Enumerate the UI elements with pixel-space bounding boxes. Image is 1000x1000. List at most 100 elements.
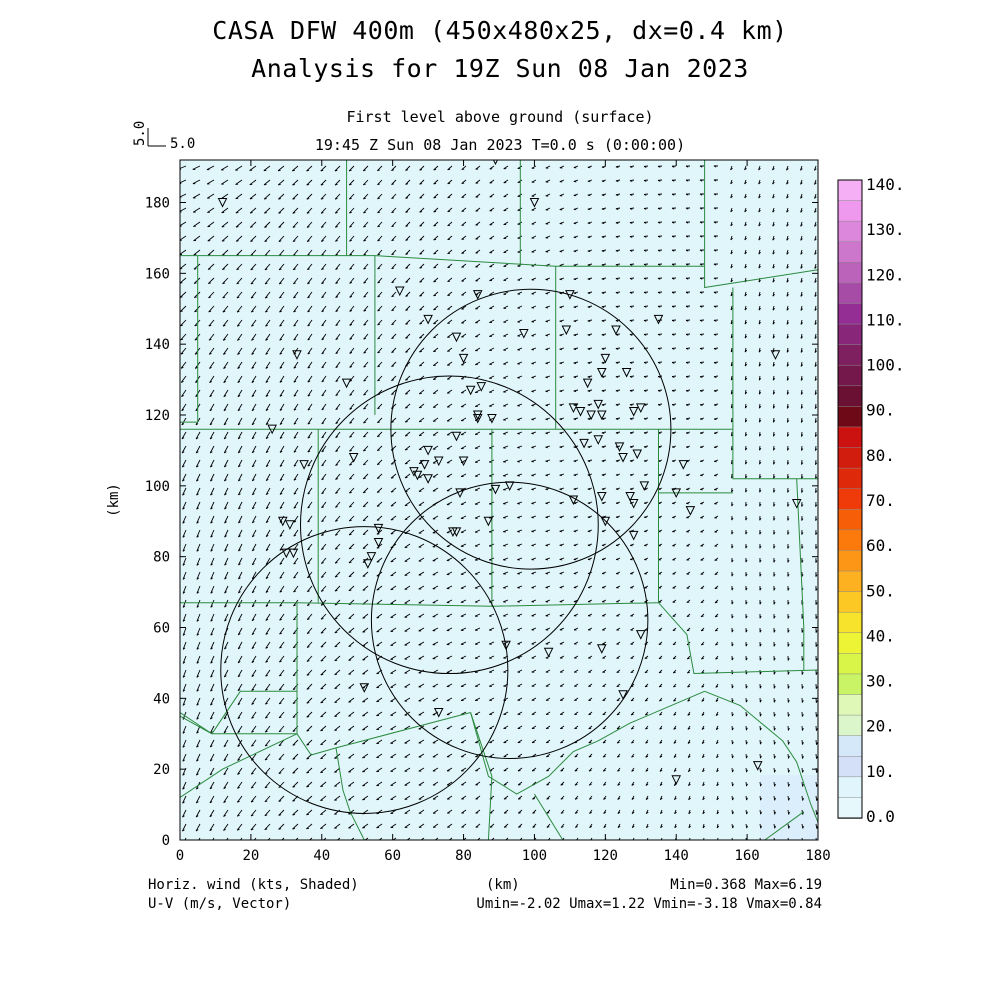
station-marker xyxy=(412,470,423,481)
colorbar-label: 10. xyxy=(866,762,895,781)
station-marker xyxy=(752,761,763,771)
station-marker xyxy=(582,378,593,389)
colorbar-swatch xyxy=(837,653,863,675)
colorbar-label: 70. xyxy=(866,491,895,510)
x-tick-label: 180 xyxy=(805,848,830,864)
level-label: First level above ground (surface) xyxy=(346,108,654,126)
y-tick-label: 140 xyxy=(145,337,170,353)
valid-time-label: 19:45 Z Sun 08 Jan 2023 T=0.0 s (0:00:00… xyxy=(314,136,686,154)
station-marker xyxy=(565,290,575,300)
colorbar-swatch xyxy=(837,282,863,305)
station-marker xyxy=(678,460,689,470)
station-marker xyxy=(490,484,501,495)
colorbar-label: 100. xyxy=(866,356,905,375)
station-marker xyxy=(277,516,288,527)
station-marker xyxy=(791,499,802,509)
y-tick-label: 120 xyxy=(145,408,170,424)
station-marker xyxy=(451,431,462,442)
colorbar-swatch xyxy=(837,220,863,243)
colorbar-swatch xyxy=(837,200,863,223)
station-marker xyxy=(419,460,430,470)
colorbar-swatch xyxy=(837,797,863,819)
colorbar-swatch xyxy=(837,632,863,655)
colorbar-swatch xyxy=(837,426,863,449)
station-marker xyxy=(458,353,469,364)
colorbar-swatch xyxy=(837,570,863,593)
station-marker xyxy=(455,488,465,499)
station-marker xyxy=(504,481,515,491)
station-marker xyxy=(483,516,494,527)
station-marker xyxy=(618,453,628,463)
station-marker xyxy=(281,548,292,559)
colorbar-label: 50. xyxy=(866,581,895,600)
station-marker xyxy=(348,453,359,463)
station-marker xyxy=(635,403,646,414)
x-tick-label: 20 xyxy=(242,848,259,864)
y-tick-label: 80 xyxy=(153,550,170,566)
station-marker xyxy=(671,488,682,499)
station-marker xyxy=(341,378,352,389)
station-marker xyxy=(596,368,607,378)
station-marker xyxy=(621,368,632,378)
station-marker xyxy=(596,491,607,502)
colorbar-label: 80. xyxy=(866,446,895,465)
colorbar-swatch xyxy=(837,262,863,284)
colorbar-swatch xyxy=(837,179,863,202)
colorbar-swatch xyxy=(837,714,863,737)
colorbar-label: 60. xyxy=(866,536,895,555)
colorbar-label: 140. xyxy=(866,175,905,194)
x-tick-label: 120 xyxy=(593,848,618,864)
station-marker xyxy=(568,403,579,414)
radar-ring xyxy=(390,288,672,570)
station-marker xyxy=(639,481,650,491)
colorbar-swatch xyxy=(837,241,863,264)
station-marker xyxy=(596,644,607,654)
colorbar-swatch xyxy=(837,303,863,325)
station-marker xyxy=(579,438,589,449)
station-marker xyxy=(423,314,433,325)
colorbar-swatch xyxy=(837,776,863,799)
x-tick-label: 40 xyxy=(313,848,330,864)
plot-frame xyxy=(179,159,819,841)
station-marker xyxy=(423,474,433,484)
y-tick-label: 40 xyxy=(153,691,170,707)
station-marker xyxy=(628,530,639,541)
y-tick-label: 20 xyxy=(153,762,170,778)
station-marker xyxy=(487,414,497,424)
colorbar-label: 110. xyxy=(866,310,905,329)
x-tick-label: 80 xyxy=(455,848,472,864)
station-marker xyxy=(628,499,639,509)
station-marker xyxy=(618,690,628,700)
station-marker xyxy=(292,350,302,360)
station-marker xyxy=(529,198,540,208)
x-axis-label: (km) xyxy=(486,877,520,893)
title-line-1: CASA DFW 400m (450x480x25, dx=0.4 km) xyxy=(212,16,788,45)
station-marker xyxy=(596,410,607,421)
x-tick-label: 60 xyxy=(384,848,401,864)
colorbar-swatch xyxy=(837,694,863,716)
colorbar-label: 90. xyxy=(866,401,895,420)
station-marker xyxy=(635,630,646,640)
radar-ring xyxy=(300,375,599,675)
station-marker xyxy=(366,552,377,562)
colorbar-label: 130. xyxy=(866,220,905,239)
station-marker xyxy=(472,290,483,300)
colorbar-label: 30. xyxy=(866,672,895,691)
station-marker xyxy=(465,385,476,396)
colorbar-swatch xyxy=(837,611,863,634)
station-marker xyxy=(671,775,682,785)
colorbar-swatch xyxy=(837,385,863,408)
colorbar-label: 20. xyxy=(866,717,895,736)
ref-vector-vertical-label: 5.0 xyxy=(132,121,148,146)
colorbar-swatch xyxy=(837,323,863,346)
colorbar-swatch xyxy=(837,344,863,367)
footer-uv-range: Umin=-2.02 Umax=1.22 Vmin=-3.18 Vmax=0.8… xyxy=(476,896,822,912)
station-marker xyxy=(288,548,299,559)
colorbar-swatch xyxy=(837,447,863,469)
station-marker xyxy=(575,406,586,417)
x-tick-label: 0 xyxy=(176,848,184,864)
radar-ring xyxy=(220,526,509,814)
station-marker xyxy=(359,683,370,693)
station-marker xyxy=(600,516,611,527)
colorbar-label: 40. xyxy=(866,626,895,645)
